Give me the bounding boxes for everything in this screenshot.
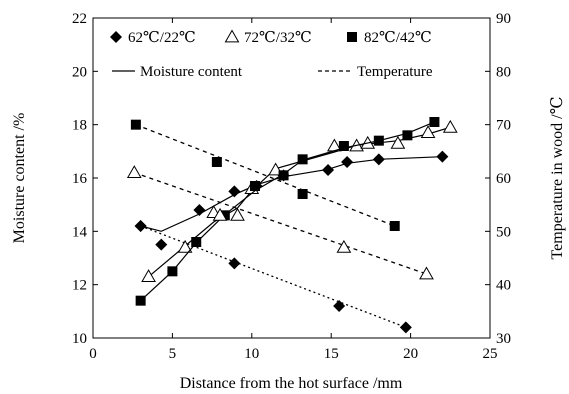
x-tick-label: 20 bbox=[403, 346, 418, 362]
data-point bbox=[155, 238, 168, 251]
right-y-tick-label: 40 bbox=[496, 278, 511, 294]
data-point bbox=[297, 189, 308, 199]
right-y-tick-label: 90 bbox=[496, 11, 511, 27]
data-point bbox=[191, 237, 202, 247]
left-y-tick-label: 22 bbox=[72, 11, 87, 27]
left-y-tick-label: 12 bbox=[72, 278, 87, 294]
data-point bbox=[429, 117, 440, 127]
right-y-tick-label: 70 bbox=[496, 118, 511, 134]
data-point bbox=[322, 164, 335, 176]
chart-marks bbox=[126, 117, 458, 334]
data-point bbox=[130, 119, 141, 130]
data-point bbox=[135, 295, 146, 306]
series-temperature-5 bbox=[130, 119, 400, 231]
x-tick-label: 15 bbox=[324, 346, 339, 362]
right-y-tick-label: 60 bbox=[496, 171, 511, 187]
legend-label: Temperature bbox=[357, 64, 433, 80]
series-moisture-0 bbox=[134, 150, 449, 251]
series-temperature-4 bbox=[126, 165, 434, 280]
series-temperature-3 bbox=[134, 220, 412, 334]
data-point bbox=[278, 170, 289, 181]
data-point bbox=[373, 135, 384, 146]
data-point bbox=[193, 204, 206, 216]
temperature-line bbox=[134, 172, 427, 275]
plot-area: 0 5 10 15 20 25 10 12 14 16 18 20 22 30 40 50 60 70 80 90 bbox=[72, 11, 511, 362]
right-y-tick-label: 30 bbox=[496, 331, 511, 347]
data-point bbox=[419, 266, 434, 280]
right-y-tick-label: 80 bbox=[496, 64, 511, 80]
data-point bbox=[134, 220, 147, 232]
data-point bbox=[228, 185, 241, 198]
data-point bbox=[333, 300, 346, 312]
data-point bbox=[390, 135, 406, 149]
data-point bbox=[177, 239, 193, 253]
data-point bbox=[212, 207, 228, 221]
data-point bbox=[389, 221, 400, 231]
legend-label: 72℃/32℃ bbox=[244, 30, 312, 46]
x-axis-title: Distance from the hot surface /mm bbox=[180, 375, 403, 392]
data-point bbox=[436, 150, 449, 163]
legend-marker bbox=[110, 31, 122, 43]
temperature-line bbox=[135, 124, 395, 227]
x-tick-label: 5 bbox=[169, 346, 177, 362]
left-y-tick-label: 16 bbox=[72, 171, 88, 187]
left-y-tick-label: 20 bbox=[72, 64, 87, 80]
moisture-line bbox=[140, 156, 443, 232]
data-point bbox=[141, 269, 156, 283]
legend-marker bbox=[347, 32, 357, 42]
data-point bbox=[297, 154, 308, 165]
right-y-axis-title: Temperature in wood /℃ bbox=[549, 97, 566, 260]
left-y-tick-label: 10 bbox=[72, 331, 87, 347]
data-point bbox=[341, 156, 354, 168]
data-point bbox=[399, 321, 412, 334]
left-y-tick-label: 14 bbox=[72, 224, 88, 240]
data-point bbox=[249, 181, 260, 191]
temperature-line bbox=[140, 225, 407, 328]
data-point bbox=[167, 266, 178, 277]
left-y-tick-label: 18 bbox=[72, 118, 87, 134]
legend: 62℃/22℃ 72℃/32℃ 82℃/42℃ Moisture content Tem… bbox=[110, 29, 433, 80]
data-point bbox=[402, 130, 413, 141]
data-point bbox=[126, 165, 142, 179]
data-point bbox=[420, 125, 436, 139]
data-point bbox=[442, 119, 458, 133]
moisture-line bbox=[140, 121, 435, 302]
moisture-line bbox=[148, 126, 451, 278]
data-point bbox=[219, 210, 230, 221]
data-point bbox=[336, 239, 352, 253]
legend-label: 62℃/22℃ bbox=[128, 30, 196, 46]
data-point bbox=[211, 157, 222, 167]
series-moisture-2 bbox=[135, 117, 440, 306]
data-point bbox=[372, 153, 385, 166]
legend-label: Moisture content bbox=[140, 64, 243, 80]
right-y-tick-label: 50 bbox=[496, 224, 511, 240]
x-tick-label: 10 bbox=[244, 346, 259, 362]
x-tick-label: 0 bbox=[89, 346, 97, 362]
data-point bbox=[338, 141, 349, 151]
legend-marker bbox=[224, 29, 240, 43]
x-tick-label: 25 bbox=[483, 346, 498, 362]
legend-label: 82℃/42℃ bbox=[364, 30, 432, 46]
data-point bbox=[228, 257, 241, 270]
data-point bbox=[230, 207, 245, 221]
left-y-axis-title: Moisture content /% bbox=[11, 113, 28, 244]
